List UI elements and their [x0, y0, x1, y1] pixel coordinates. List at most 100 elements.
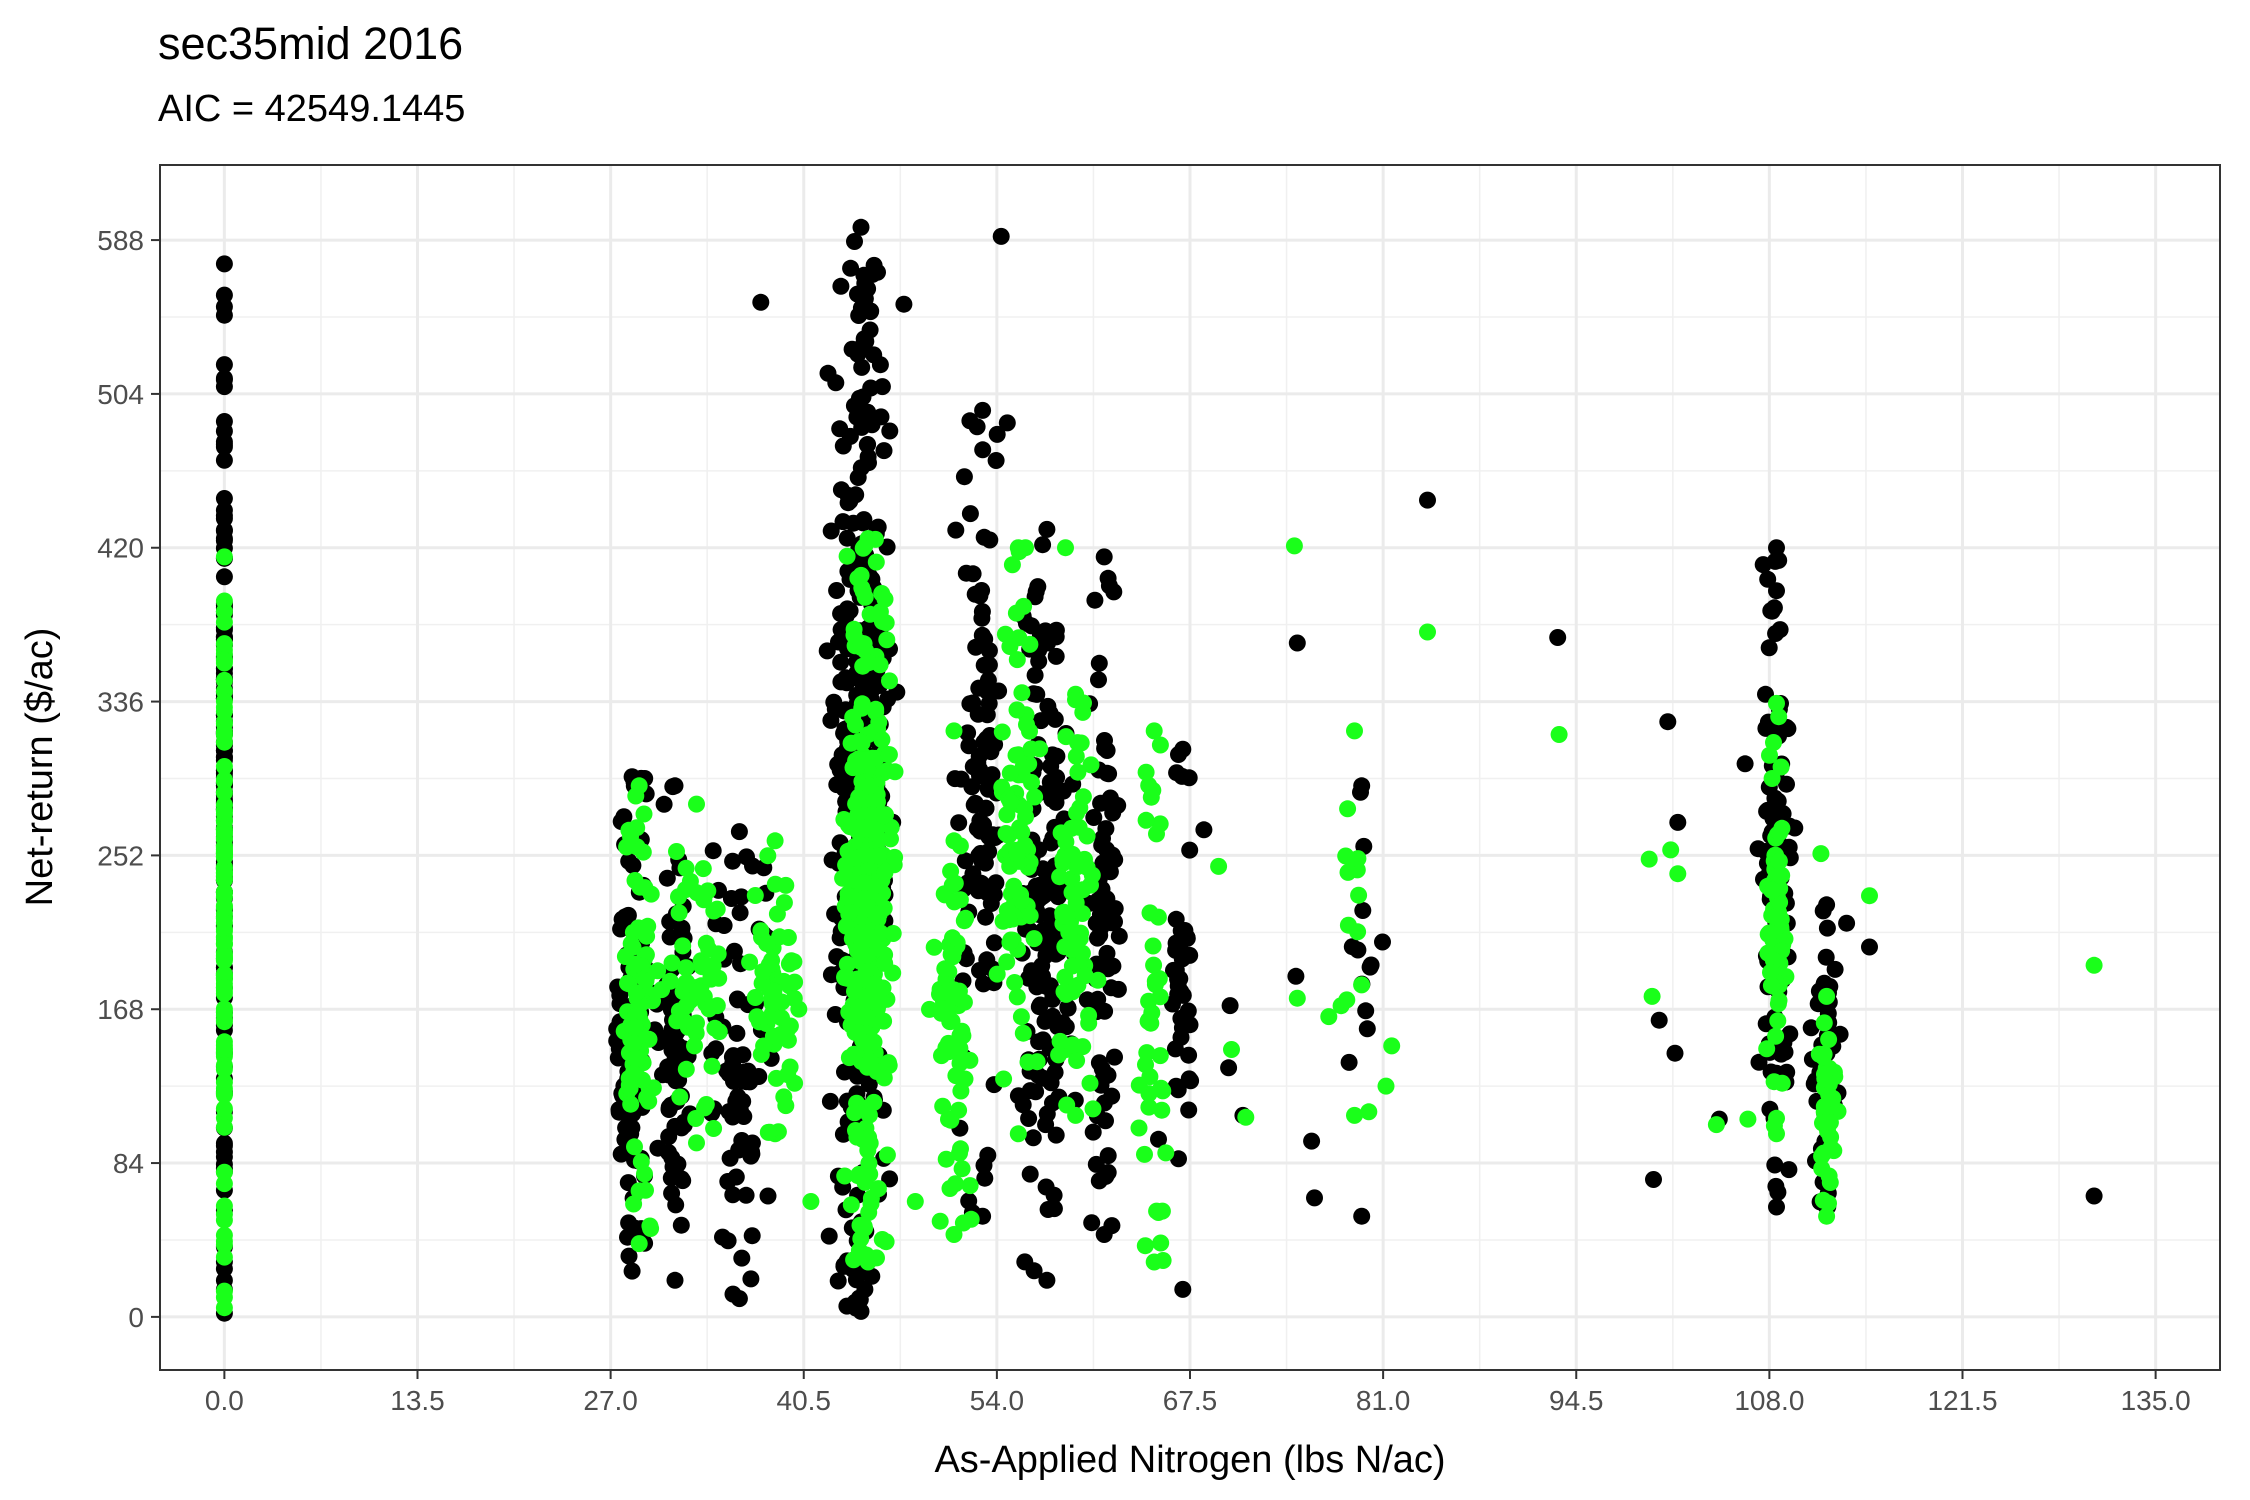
data-point [851, 818, 869, 836]
data-point [1029, 1066, 1047, 1084]
data-point [1352, 783, 1369, 801]
data-point [1008, 988, 1026, 1006]
data-point [838, 600, 856, 618]
data-point [855, 1167, 873, 1185]
data-point [1153, 1202, 1171, 1220]
x-axis-title: As-Applied Nitrogen (lbs N/ac) [934, 1439, 1445, 1481]
data-point [956, 852, 974, 870]
data-point [1757, 719, 1775, 737]
data-point [1045, 1200, 1063, 1218]
data-point [215, 1100, 233, 1118]
data-point [998, 953, 1016, 971]
data-point [1084, 1100, 1102, 1118]
data-point [870, 713, 888, 731]
data-point [1758, 1040, 1776, 1058]
data-point [215, 671, 233, 689]
data-point [827, 374, 845, 392]
y-tick-label: 504 [97, 379, 144, 410]
data-point [1650, 1011, 1668, 1029]
data-point [853, 337, 871, 355]
data-point [992, 227, 1010, 245]
data-point [1358, 1020, 1376, 1038]
data-point [1051, 868, 1069, 886]
data-point [1767, 908, 1785, 926]
data-point [1085, 809, 1103, 826]
data-point [215, 255, 233, 273]
data-point [703, 1057, 721, 1075]
data-point [980, 656, 998, 674]
data-point [1761, 746, 1778, 764]
data-point [1017, 539, 1034, 557]
data-point [1047, 621, 1065, 639]
data-point [637, 1181, 654, 1199]
data-point [752, 293, 770, 311]
data-point [215, 1288, 233, 1306]
data-point [641, 1217, 659, 1235]
data-point [856, 846, 874, 864]
data-point [880, 1054, 897, 1072]
data-point [759, 847, 777, 865]
data-point [1099, 1164, 1117, 1181]
data-point [677, 1060, 695, 1078]
data-point [1099, 1147, 1117, 1165]
data-point [1820, 1031, 1838, 1048]
data-point [942, 945, 960, 963]
data-point [758, 934, 776, 952]
data-point [627, 787, 645, 805]
data-point [1008, 701, 1026, 719]
data-point [1353, 976, 1371, 994]
data-point [865, 982, 883, 1000]
data-point [215, 530, 233, 547]
data-point [1140, 1098, 1158, 1116]
y-tick-label: 420 [97, 533, 144, 564]
data-point [724, 1108, 742, 1126]
data-point [705, 902, 723, 920]
data-point [621, 1079, 639, 1097]
data-point [863, 806, 881, 824]
data-point [1054, 907, 1072, 925]
data-point [993, 723, 1011, 741]
data-point [215, 356, 233, 374]
data-point [1773, 1074, 1791, 1092]
data-point [988, 425, 1006, 443]
data-point [1026, 588, 1044, 606]
data-point [1824, 1089, 1842, 1107]
data-point [1058, 1096, 1076, 1114]
data-point [709, 945, 727, 963]
data-point [1068, 1052, 1086, 1069]
data-point [845, 626, 863, 644]
data-point [966, 759, 984, 776]
data-point [1110, 927, 1128, 945]
data-point [764, 1027, 782, 1045]
data-point [1016, 836, 1034, 854]
data-point [1354, 902, 1372, 919]
x-tick-label: 13.5 [390, 1385, 445, 1416]
y-tick-label: 588 [97, 225, 144, 256]
data-point [838, 547, 856, 565]
data-point [867, 825, 885, 843]
data-point [1815, 1014, 1833, 1032]
data-point [1669, 813, 1687, 831]
data-point [957, 564, 975, 582]
data-point [1099, 960, 1117, 978]
data-point [1008, 651, 1026, 669]
data-point [1765, 599, 1783, 617]
data-point [215, 433, 233, 451]
data-point [777, 876, 795, 894]
data-point [625, 1195, 643, 1213]
data-point [863, 1267, 881, 1285]
data-point [654, 1066, 671, 1084]
data-point [630, 1235, 648, 1253]
data-point [1814, 902, 1832, 920]
data-point [1772, 758, 1790, 776]
data-point [1707, 1116, 1725, 1134]
data-point [1780, 1161, 1798, 1179]
data-point [1032, 712, 1050, 730]
data-point [871, 604, 889, 622]
data-point [663, 1184, 681, 1202]
data-point [759, 1123, 777, 1141]
data-point [1078, 991, 1096, 1009]
data-point [1814, 1048, 1832, 1066]
data-point [1096, 739, 1114, 757]
data-point [1659, 713, 1677, 731]
